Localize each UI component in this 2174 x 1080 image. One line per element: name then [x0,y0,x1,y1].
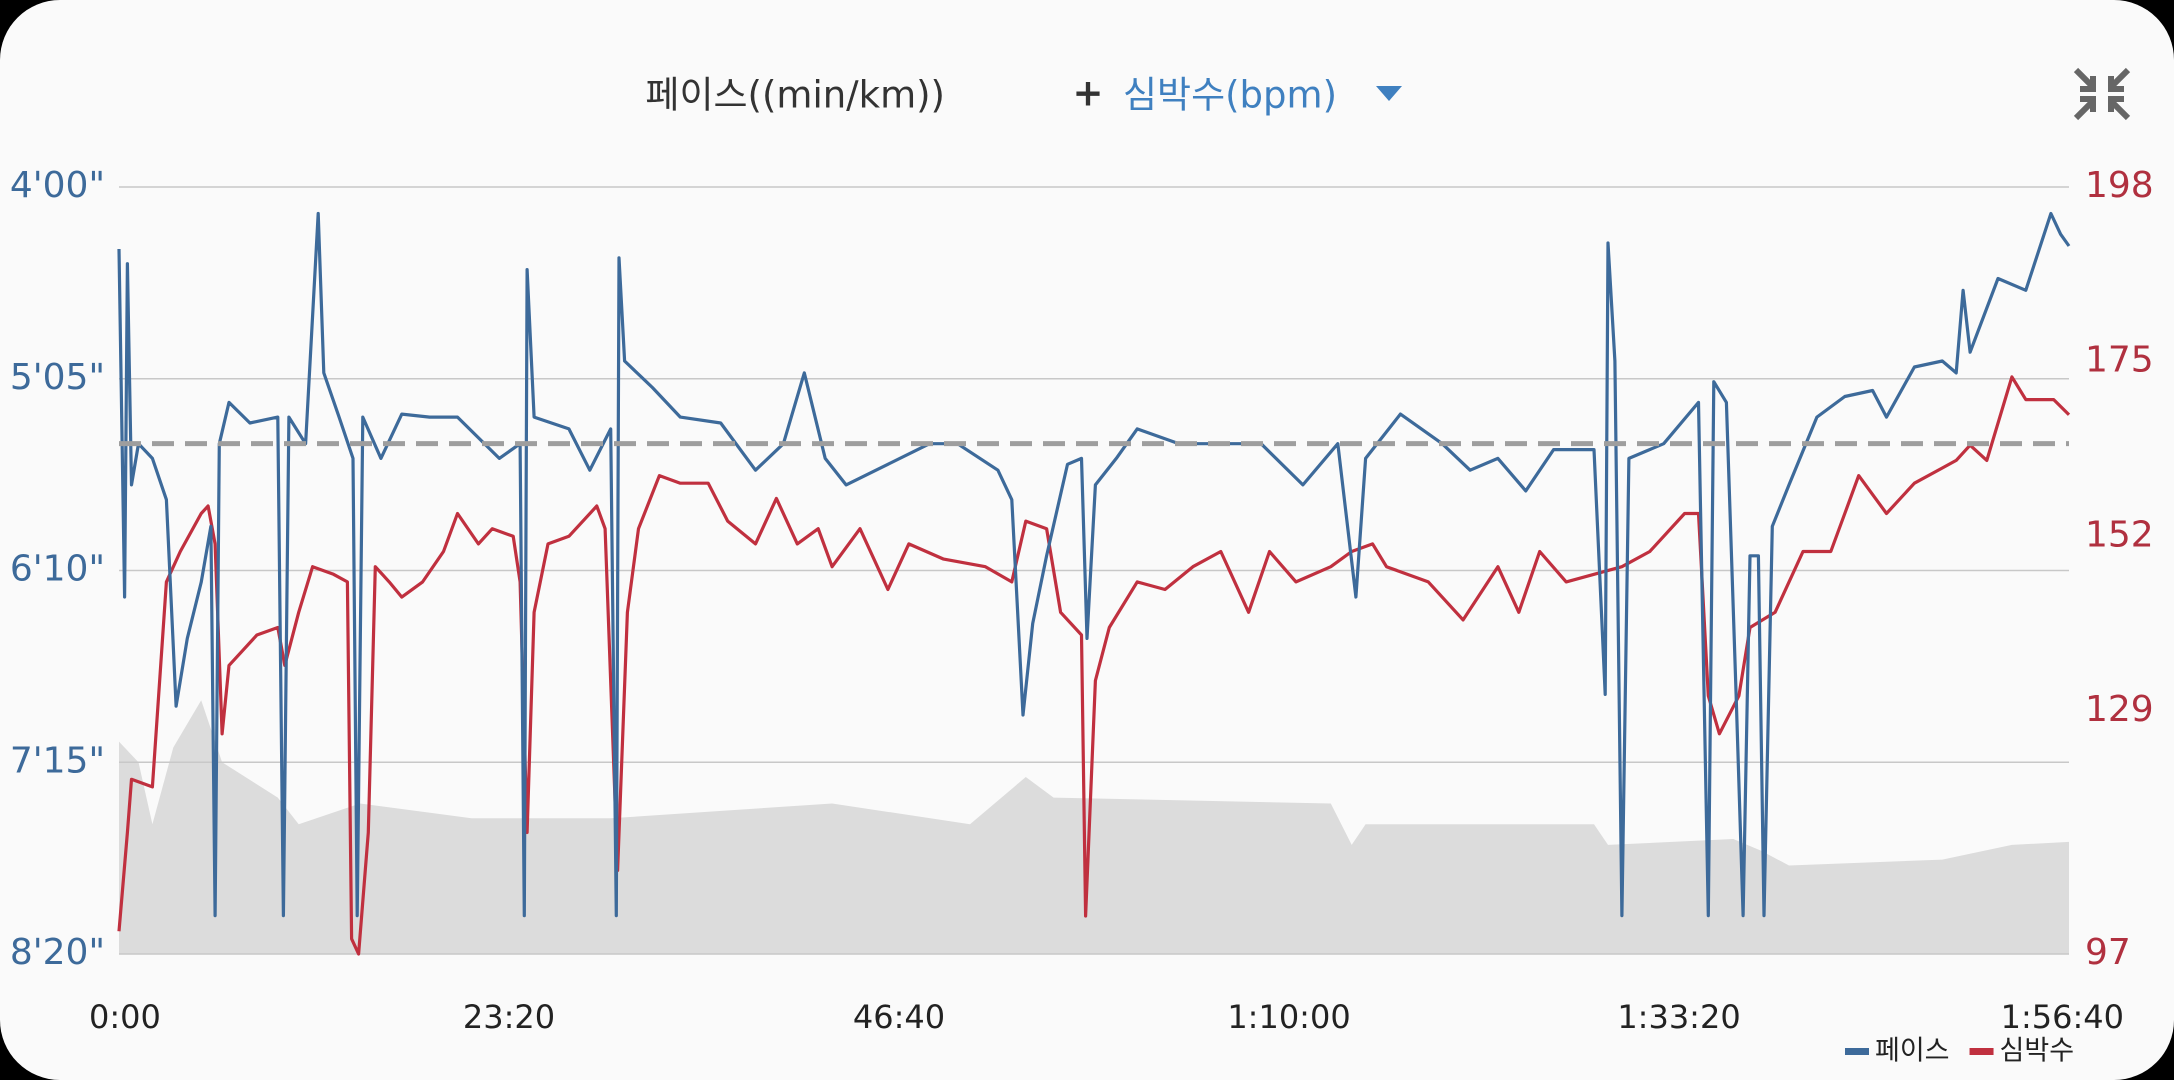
chart-title[interactable]: 페이스((min/km)) [645,74,945,117]
y-tick-label: 8'20" [10,932,105,973]
collapse-icon[interactable] [2073,67,2131,121]
y2-tick-label: 129 [2085,689,2154,730]
legend-swatch [1969,1048,1994,1055]
area [119,700,2069,954]
x-tick-label: 1:33:20 [1617,998,1740,1036]
x-tick-label: 46:40 [853,998,945,1036]
legend-label: 심박수 [2000,1036,2075,1067]
chart-title-2[interactable]: 심박수(bpm) [1123,74,1337,117]
title-joiner: + [1072,72,1103,115]
x-tick-label: 0:00 [89,998,161,1036]
line [117,211,2071,918]
dropdown-arrow[interactable] [1376,86,1402,101]
legend-swatch [1845,1048,1869,1055]
y2-tick-label: 198 [2085,165,2154,206]
y2-tick-label: 152 [2085,514,2154,555]
line [117,375,2071,956]
y-tick-label: 4'00" [10,165,105,206]
legend-label: 페이스 [1875,1036,1950,1067]
x-tick-label: 23:20 [463,998,555,1036]
y-tick-label: 7'15" [10,740,105,781]
x-tick-label: 1:56:40 [2001,998,2124,1036]
y-tick-label: 5'05" [10,357,105,398]
x-tick-label: 1:10:00 [1227,998,1350,1036]
y-tick-label: 6'10" [10,549,105,590]
y2-tick-label: 97 [2085,932,2131,973]
y2-tick-label: 175 [2085,340,2154,381]
